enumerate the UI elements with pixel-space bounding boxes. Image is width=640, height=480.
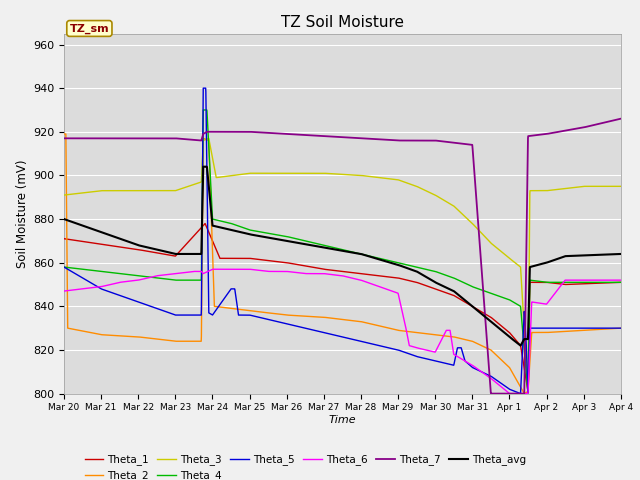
Line: Theta_6: Theta_6 — [64, 269, 621, 394]
Line: Theta_1: Theta_1 — [64, 224, 621, 391]
Theta_1 — [201, 221, 209, 227]
Theta_4 — [157, 276, 164, 281]
Theta_7 — [487, 391, 495, 396]
Theta_2 — [617, 325, 625, 331]
Theta_avg — [274, 237, 282, 242]
Theta_3 — [274, 170, 282, 176]
Line: Theta_3: Theta_3 — [64, 138, 621, 393]
Theta_1 — [298, 263, 306, 268]
Theta_5 — [200, 85, 207, 91]
Theta_1 — [60, 236, 68, 241]
Theta_7 — [617, 116, 625, 121]
Theta_2 — [124, 334, 131, 339]
Theta_7 — [124, 135, 131, 141]
Theta_avg — [617, 251, 625, 257]
Theta_5 — [274, 319, 282, 324]
Theta_5 — [516, 391, 524, 396]
Theta_2 — [546, 329, 554, 335]
Theta_avg — [547, 259, 554, 264]
Theta_3 — [617, 183, 625, 189]
Theta_avg — [298, 240, 306, 246]
Theta_1 — [124, 245, 131, 251]
Theta_4 — [524, 390, 532, 396]
Theta_3 — [606, 183, 614, 189]
Theta_1 — [524, 388, 532, 394]
Theta_6 — [274, 268, 282, 274]
Theta_5 — [60, 264, 68, 270]
Theta_5 — [124, 295, 131, 301]
Theta_7 — [60, 135, 68, 141]
Line: Theta_avg: Theta_avg — [64, 167, 621, 346]
Theta_1 — [606, 280, 614, 286]
Theta_6 — [617, 277, 625, 283]
Theta_1 — [157, 251, 164, 256]
Theta_4 — [274, 232, 282, 238]
Theta_3 — [157, 188, 164, 193]
Theta_2 — [60, 131, 68, 137]
Theta_5 — [157, 307, 164, 312]
Theta_3 — [124, 188, 131, 193]
Theta_7 — [546, 131, 554, 136]
Theta_2 — [274, 311, 282, 317]
Theta_6 — [124, 278, 131, 284]
Theta_6 — [60, 288, 68, 294]
Theta_5 — [606, 325, 614, 331]
Y-axis label: Soil Moisture (mV): Soil Moisture (mV) — [16, 159, 29, 268]
Theta_3 — [60, 192, 68, 198]
Theta_4 — [606, 279, 614, 285]
Theta_7 — [274, 131, 282, 136]
Theta_6 — [157, 273, 164, 278]
Theta_1 — [274, 259, 282, 264]
Theta_avg — [157, 248, 164, 253]
Theta_7 — [606, 119, 614, 124]
Theta_7 — [298, 132, 305, 138]
Theta_6 — [547, 297, 554, 302]
Theta_6 — [209, 266, 216, 272]
Theta_2 — [298, 313, 305, 319]
Theta_5 — [298, 324, 306, 330]
Line: Theta_5: Theta_5 — [64, 88, 621, 394]
Theta_avg — [124, 239, 131, 244]
Theta_4 — [298, 237, 306, 243]
Theta_avg — [60, 216, 68, 222]
Theta_6 — [506, 391, 513, 396]
Line: Theta_2: Theta_2 — [64, 134, 621, 394]
Theta_avg — [606, 252, 614, 257]
Theta_2 — [157, 336, 164, 342]
X-axis label: Time: Time — [328, 415, 356, 425]
Theta_6 — [606, 277, 614, 283]
Theta_4 — [200, 107, 207, 113]
Text: TZ_sm: TZ_sm — [70, 24, 109, 34]
Theta_4 — [60, 264, 68, 270]
Line: Theta_4: Theta_4 — [64, 110, 621, 393]
Theta_3 — [298, 170, 306, 176]
Theta_3 — [524, 390, 532, 396]
Theta_1 — [547, 280, 554, 286]
Theta_4 — [124, 272, 131, 277]
Theta_2 — [520, 391, 528, 396]
Theta_4 — [617, 279, 625, 285]
Title: TZ Soil Moisture: TZ Soil Moisture — [281, 15, 404, 30]
Theta_1 — [617, 279, 625, 285]
Theta_6 — [298, 270, 306, 276]
Theta_3 — [547, 187, 554, 193]
Theta_3 — [205, 135, 212, 141]
Theta_avg — [516, 343, 524, 348]
Theta_5 — [617, 325, 625, 331]
Theta_avg — [200, 164, 207, 169]
Theta_2 — [606, 326, 614, 332]
Line: Theta_7: Theta_7 — [64, 119, 621, 394]
Theta_4 — [547, 279, 554, 285]
Theta_5 — [547, 325, 554, 331]
Theta_7 — [157, 135, 164, 141]
Legend: Theta_1, Theta_2, Theta_3, Theta_4, Theta_5, Theta_6, Theta_7, Theta_avg: Theta_1, Theta_2, Theta_3, Theta_4, Thet… — [81, 450, 530, 480]
